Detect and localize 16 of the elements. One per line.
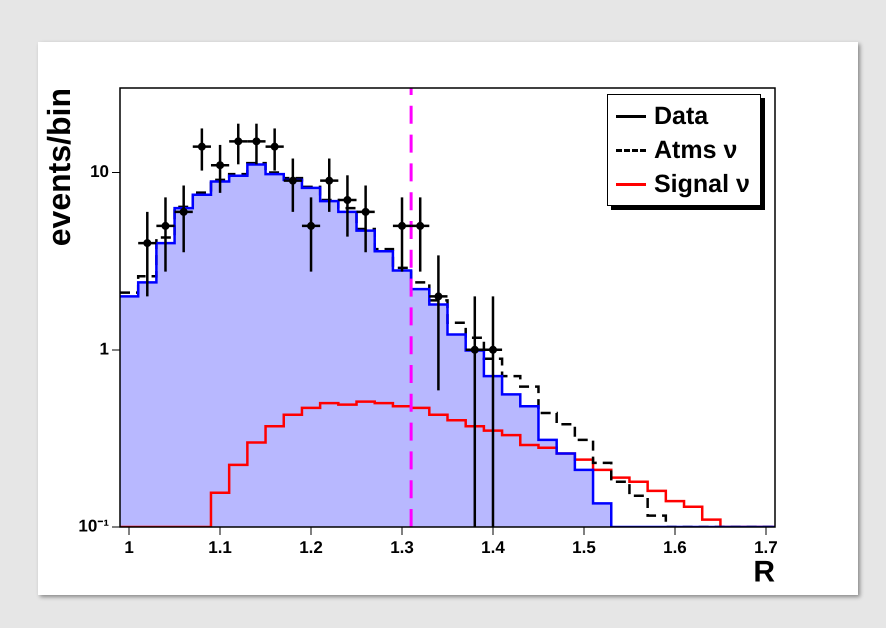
x-tick-label: 1.7 <box>754 538 778 557</box>
x-axis-title: R <box>753 555 776 588</box>
x-tick-label: 1.5 <box>572 538 596 557</box>
x-tick-label: 1.1 <box>208 538 232 557</box>
legend-label: Data <box>654 102 708 130</box>
y-tick-label: 10⁻¹ <box>78 516 110 536</box>
x-tick-label: 1.3 <box>390 538 414 557</box>
legend-label: Atms ν <box>654 136 738 164</box>
x-tick-label: 1 <box>124 538 134 557</box>
y-tick-label: 10 <box>90 162 109 182</box>
x-tick-label: 1.6 <box>663 538 687 557</box>
legend-label: Signal ν <box>654 170 750 198</box>
y-tick-label: 1 <box>100 339 109 358</box>
x-tick-label: 1.2 <box>299 538 323 557</box>
y-axis-title: events/bin <box>41 88 78 246</box>
x-tick-label: 1.4 <box>481 538 506 557</box>
